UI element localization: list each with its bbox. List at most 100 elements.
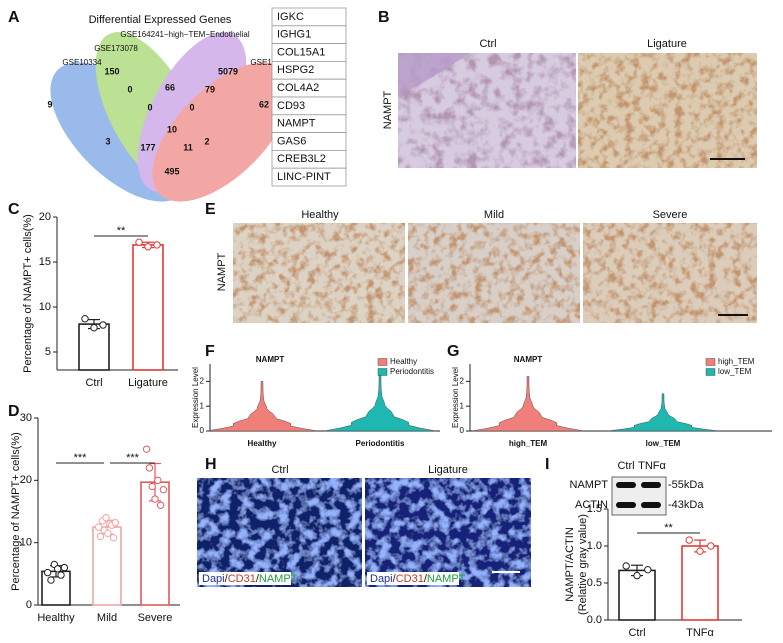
gene-name: HSPG2 (277, 64, 314, 76)
y-tick-label: 2 (200, 376, 205, 385)
chart-title: NAMPT (256, 355, 285, 364)
gene-name: NAMPT (277, 118, 316, 130)
data-point (696, 547, 704, 555)
x-tick-label: Periodontitis (356, 439, 405, 448)
data-point (81, 315, 89, 323)
venn-set-label: GSE10334 (62, 58, 102, 67)
gene-name: COL15A1 (277, 46, 325, 58)
violin (606, 393, 720, 432)
row-label: NAMPT (216, 252, 228, 291)
micrograph (365, 478, 531, 587)
y-tick-label: 5 (45, 346, 51, 358)
data-point (151, 495, 159, 503)
y-axis-label: (Relative gray value) (577, 514, 589, 615)
micrograph (233, 223, 405, 323)
data-point (644, 565, 652, 574)
bar (681, 545, 719, 621)
y-tick-label: 30 (20, 412, 32, 424)
x-tick-label: Severe (138, 612, 173, 624)
x-tick-label: Mild (97, 612, 117, 624)
data-point (111, 519, 120, 527)
venn-count: 3 (105, 136, 110, 146)
blot-band-name: ACTIN (575, 499, 608, 511)
stain-legends: Dapi/CD31/NAMPT Dapi/CD31/NAMPT (199, 572, 466, 585)
y-axis-label: Expression Level (191, 367, 200, 428)
data-point (707, 542, 715, 550)
stain-part: Dapi (202, 573, 225, 585)
y-tick-label: 0 (200, 426, 205, 435)
chart-title: NAMPT (514, 355, 543, 364)
tissue-fold (398, 53, 470, 96)
y-axis-label: Percentage of NAMPT+ cells(%) (22, 214, 34, 373)
venn-count: 62 (259, 99, 269, 109)
venn-count: 10 (167, 124, 177, 134)
venn-count: 79 (205, 84, 215, 94)
data-point (102, 514, 110, 522)
venn-count: 11 (183, 142, 193, 152)
x-tick-label: Ligature (128, 377, 168, 389)
y-axis-label: Expression Level (451, 367, 460, 428)
legend-label: high_TEM (718, 357, 755, 366)
y-tick-label: 0 (460, 426, 465, 435)
stain-part: CD31 (396, 573, 424, 585)
band (616, 502, 636, 508)
y-tick-label: 0 (26, 599, 32, 611)
column-label: Mild (484, 209, 504, 221)
venn-count: 0 (147, 102, 152, 112)
western-blot (611, 476, 667, 516)
blot-band-size: -43kDa (668, 499, 704, 511)
panel-label: G (447, 343, 459, 360)
data-point (156, 501, 165, 509)
venn-set (152, 62, 292, 202)
stain-part: CD31 (228, 573, 256, 585)
data-point (685, 536, 693, 544)
micrograph (197, 478, 362, 587)
x-tick-label: high_TEM (509, 439, 548, 448)
venn-count: 2 (204, 136, 209, 146)
column-label: Ctrl (479, 38, 496, 50)
row-label: NAMPT (382, 90, 394, 129)
y-tick-label: 15 (39, 256, 51, 268)
blot-condition: TNFα (638, 460, 666, 472)
micrograph (578, 53, 757, 168)
band (641, 502, 661, 508)
legend-label: Healthy (390, 357, 417, 366)
data-point (153, 241, 161, 249)
y-tick-label: 1 (460, 401, 465, 410)
venn-title: Differential Expressed Genes (89, 14, 232, 26)
x-tick-label: Ctrl (85, 377, 102, 389)
column-label: Ligature (428, 464, 468, 476)
y-tick-label: 20 (39, 211, 51, 223)
bar (132, 244, 164, 371)
x-tick-label: low_TEM (646, 439, 681, 448)
gene-name: IGKC (277, 11, 304, 23)
gene-name: CREB3L2 (277, 153, 326, 165)
y-tick-label: 20 (20, 474, 32, 486)
significance-label: *** (126, 452, 140, 464)
data-point (135, 238, 143, 246)
panel-label: E (205, 201, 216, 218)
venn-set-label: GSE164241−high−TEM−Endothelial (120, 30, 249, 39)
y-tick-label: 1 (200, 401, 205, 410)
gene-name: IGHG1 (277, 29, 311, 41)
blot-band-size: -55kDa (668, 479, 704, 491)
y-tick-label: 1.0 (587, 540, 602, 552)
micrograph (408, 223, 580, 323)
y-tick-label: 1.5 (587, 503, 602, 515)
column-label: Ligature (647, 38, 687, 50)
stain-box (367, 572, 459, 585)
venn-count: 495 (164, 166, 179, 176)
stain-part: / (256, 573, 260, 585)
y-tick-label: 10 (20, 537, 32, 549)
stain-legend: Dapi/CD31/NAMPT (202, 573, 298, 585)
panel-label: A (8, 9, 20, 26)
stain-legend: Dapi/CD31/NAMPT (370, 573, 466, 585)
gene-cell (271, 167, 347, 187)
y-tick-label: 0.5 (587, 577, 602, 589)
band (616, 482, 636, 488)
venn-count: 177 (140, 142, 155, 152)
gene-name: COL4A2 (277, 82, 319, 94)
stain-part: NAMPT (427, 573, 466, 585)
y-axis-label: NAMPT/ACTIN (564, 527, 576, 602)
